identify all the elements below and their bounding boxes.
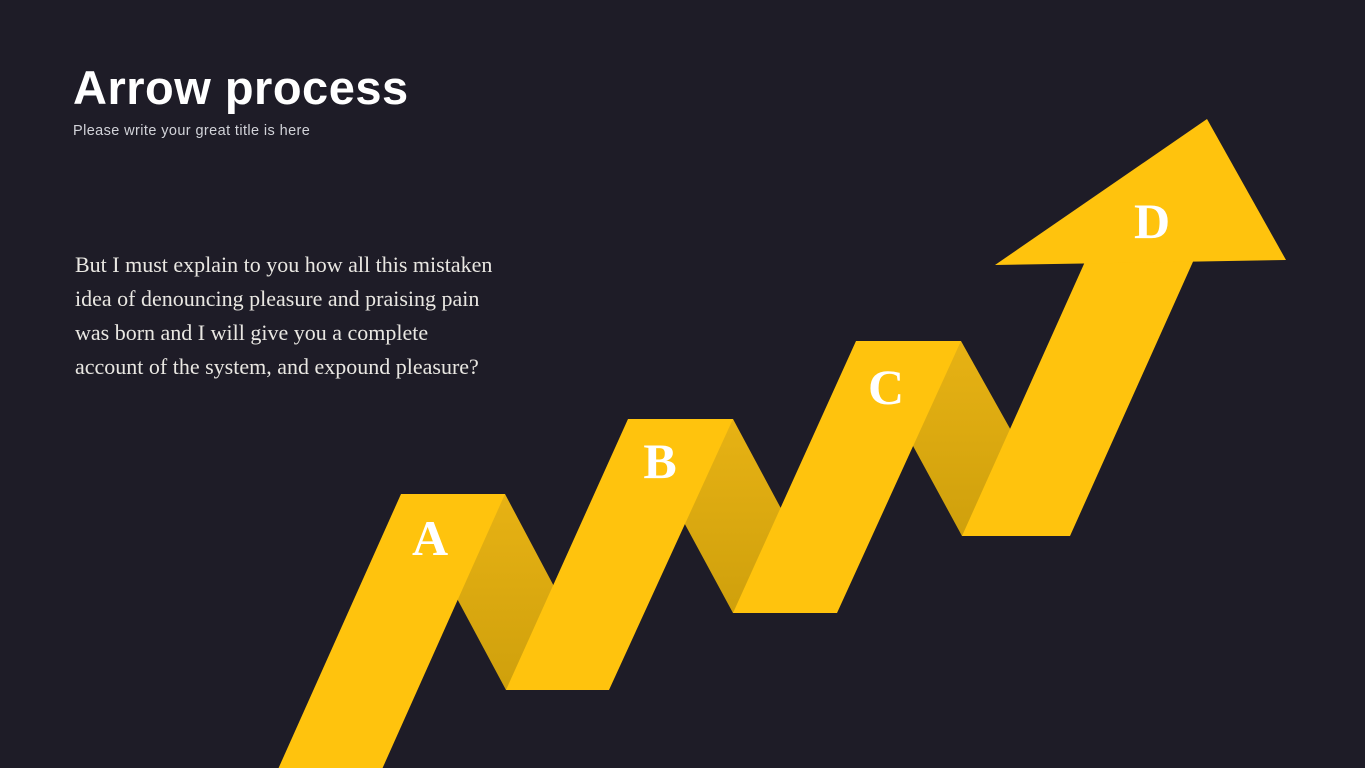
body-text-line: idea of denouncing pleasure and praising… bbox=[75, 286, 480, 311]
body-paragraph: But I must explain to you how all this m… bbox=[75, 248, 492, 384]
body-text-line: But I must explain to you how all this m… bbox=[75, 252, 493, 277]
step-label-c: C bbox=[868, 359, 904, 415]
arrow-rising-segment-a bbox=[278, 494, 505, 768]
arrow-head bbox=[995, 119, 1286, 265]
body-text-line: was born and I will give you a complete bbox=[75, 320, 429, 345]
arrow-rising-segment-c bbox=[733, 341, 961, 613]
page-subtitle: Please write your great title is here bbox=[73, 122, 311, 139]
step-label-a: A bbox=[412, 510, 448, 566]
page-title: Arrow process bbox=[73, 61, 409, 114]
body-text-line: account of the system, and expound pleas… bbox=[75, 354, 479, 379]
slide-header: Arrow process Please write your great ti… bbox=[73, 62, 409, 139]
step-label-d: D bbox=[1134, 193, 1170, 249]
arrow-rising-segment-b bbox=[506, 419, 733, 690]
step-label-b: B bbox=[643, 433, 676, 489]
arrow-rising-segment-d bbox=[962, 255, 1196, 536]
